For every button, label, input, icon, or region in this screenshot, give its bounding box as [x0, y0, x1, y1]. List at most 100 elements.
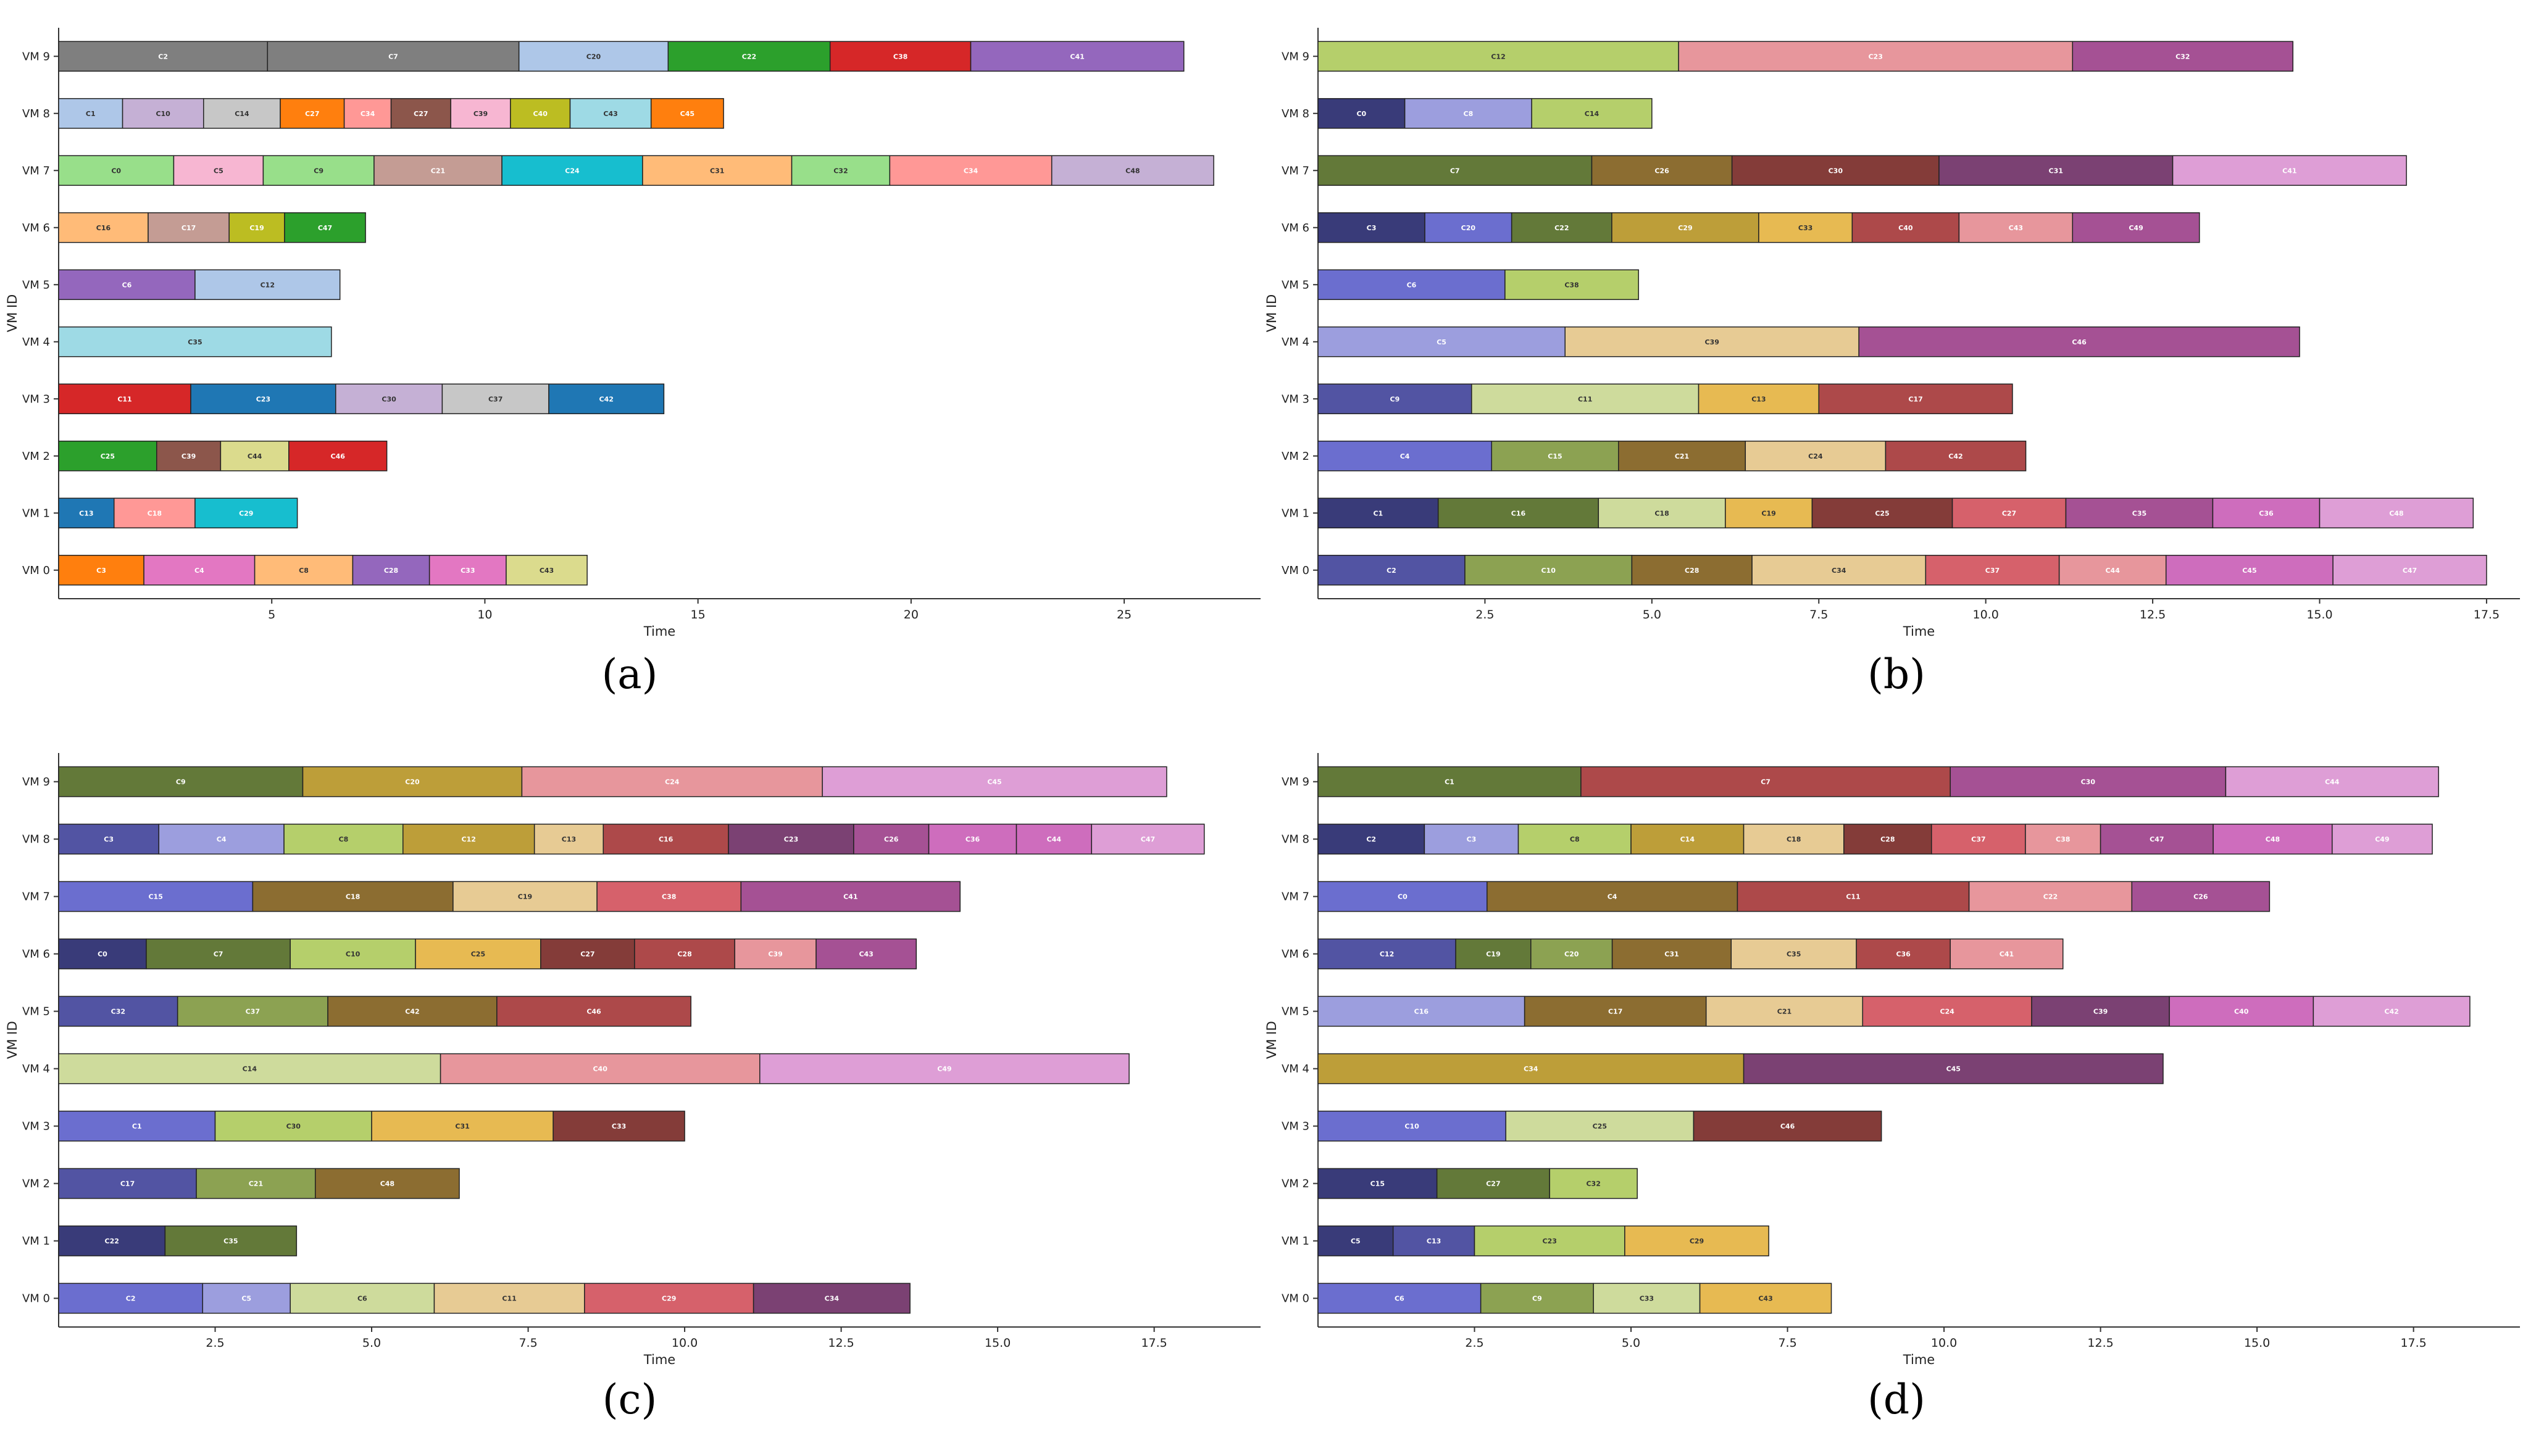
- task-label: C8: [299, 567, 309, 575]
- task-label: C11: [1846, 893, 1860, 901]
- task-label: C46: [331, 452, 346, 460]
- task-bar: [740, 881, 961, 912]
- task-bar: [58, 996, 178, 1027]
- vm-label: VM 3: [22, 1120, 50, 1133]
- x-tick-label: 10.0: [1931, 1336, 1957, 1350]
- task-bar: [1737, 881, 1970, 912]
- vm-label: VM 2: [22, 450, 50, 463]
- task-label: C3: [1467, 836, 1477, 844]
- task-label: C38: [662, 893, 676, 901]
- task-bar: [2169, 996, 2314, 1027]
- task-bar: [196, 1168, 316, 1199]
- x-axis-title: Time: [1903, 1352, 1935, 1367]
- task-bar: [1624, 1225, 1769, 1257]
- task-label: C30: [286, 1123, 301, 1131]
- task-label: C32: [111, 1008, 125, 1016]
- task-label: C4: [1608, 893, 1617, 901]
- task-label: C43: [859, 951, 873, 959]
- task-bar: [1317, 41, 1679, 72]
- task-bar: [283, 823, 404, 855]
- task-bar: [58, 269, 196, 301]
- vm-label: VM 0: [22, 1292, 50, 1305]
- task-bar: [1678, 41, 2074, 72]
- task-bar: [1016, 823, 1092, 855]
- vm-label: VM 1: [1282, 1235, 1309, 1248]
- x-axis-title: Time: [1903, 624, 1935, 639]
- task-label: C8: [1464, 110, 1474, 118]
- panel-caption: (a): [602, 651, 658, 698]
- task-label: C21: [431, 167, 445, 175]
- task-bar: [1758, 212, 1853, 243]
- task-bar: [634, 938, 735, 970]
- x-tick-label: 7.5: [1809, 608, 1828, 622]
- task-label: C13: [1427, 1238, 1441, 1246]
- task-label: C2: [1387, 567, 1396, 575]
- task-label: C33: [612, 1123, 626, 1131]
- vm-label: VM 8: [22, 833, 50, 846]
- task-label: C16: [659, 836, 674, 844]
- task-bar: [1051, 155, 1214, 186]
- task-label: C45: [1946, 1065, 1961, 1073]
- task-label: C26: [2193, 893, 2208, 901]
- vm-label: VM 7: [1282, 164, 1309, 177]
- task-bar: [1487, 881, 1738, 912]
- task-bar: [202, 1283, 291, 1314]
- gantt-panel-a: 5 10 15 20 25 Time VM ID VM 9 C2 C7 C20 C22 C38 C41 VM…: [5, 28, 1261, 698]
- task-label: C16: [1511, 509, 1526, 517]
- task-label: C27: [1486, 1180, 1500, 1188]
- task-bar: [728, 823, 854, 855]
- vm-label: VM 9: [22, 50, 50, 63]
- task-label: C30: [382, 395, 396, 403]
- task-bar: [190, 383, 336, 415]
- task-bar: [548, 383, 665, 415]
- task-label: C7: [1761, 778, 1771, 786]
- task-label: C36: [1896, 951, 1911, 959]
- x-tick-label: 15: [691, 608, 706, 622]
- task-label: C23: [784, 836, 798, 844]
- task-bar: [496, 996, 691, 1027]
- task-label: C31: [1664, 951, 1679, 959]
- task-label: C26: [884, 836, 899, 844]
- vm-label: VM 1: [22, 1235, 50, 1248]
- task-bar: [262, 155, 375, 186]
- task-bar: [650, 98, 724, 129]
- task-label: C45: [2242, 567, 2256, 575]
- task-label: C17: [120, 1180, 135, 1188]
- task-label: C49: [2375, 836, 2389, 844]
- task-label: C39: [473, 110, 488, 118]
- task-bar: [335, 383, 443, 415]
- vm-label: VM 1: [22, 507, 50, 520]
- task-label: C44: [2105, 567, 2120, 575]
- task-bar: [1925, 554, 2060, 586]
- task-bar: [2065, 497, 2214, 529]
- task-label: C38: [1564, 281, 1579, 289]
- task-label: C11: [502, 1295, 516, 1303]
- task-bar: [1968, 881, 2133, 912]
- x-tick-label: 17.5: [1141, 1336, 1167, 1350]
- task-bar: [1317, 212, 1425, 243]
- task-label: C34: [1832, 567, 1846, 575]
- task-bar: [402, 823, 535, 855]
- task-bar: [2172, 155, 2407, 186]
- task-label: C20: [1564, 951, 1579, 959]
- task-bar: [889, 155, 1053, 186]
- task-label: C6: [1407, 281, 1417, 289]
- task-bar: [1517, 823, 1632, 855]
- task-label: C32: [2175, 52, 2190, 60]
- task-label: C33: [1798, 224, 1812, 232]
- task-bar: [1958, 212, 2074, 243]
- vm-label: VM 5: [1282, 278, 1309, 291]
- task-bar: [1436, 1168, 1550, 1199]
- task-label: C40: [533, 110, 548, 118]
- task-bar: [1464, 554, 1633, 586]
- task-label: C27: [2002, 509, 2016, 517]
- task-label: C22: [1554, 224, 1569, 232]
- task-bar: [1317, 554, 1466, 586]
- task-bar: [194, 497, 298, 529]
- task-bar: [1317, 383, 1472, 415]
- task-bar: [58, 41, 269, 72]
- task-label: C27: [414, 110, 428, 118]
- task-bar: [143, 554, 256, 586]
- task-bar: [506, 554, 588, 586]
- vm-label: VM 4: [1282, 336, 1309, 349]
